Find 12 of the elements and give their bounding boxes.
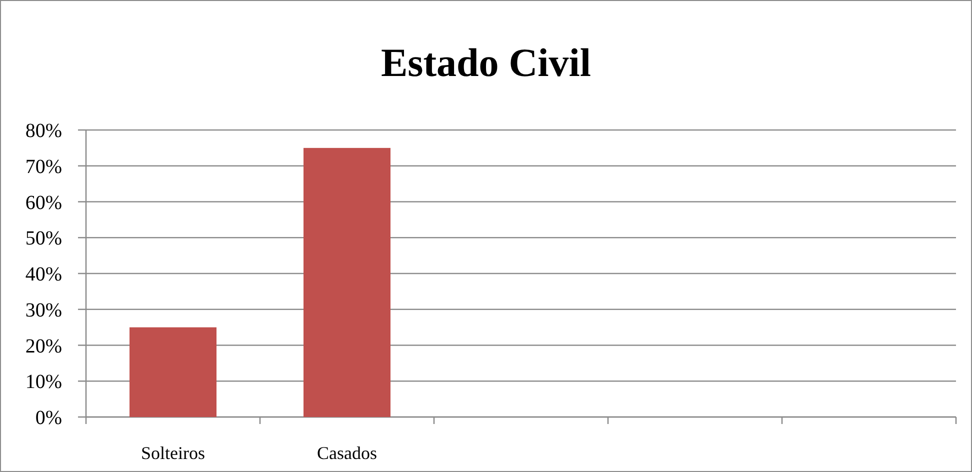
y-tick-label: 40% xyxy=(25,264,62,286)
chart-title: Estado Civil xyxy=(380,40,592,85)
y-tick-label: 0% xyxy=(35,407,62,429)
y-tick-label: 20% xyxy=(25,335,62,358)
y-tick-label: 80% xyxy=(25,120,62,142)
y-tick-label: 10% xyxy=(25,371,62,394)
x-tick-label: Casados xyxy=(317,443,377,463)
x-tick-label: Solteiros xyxy=(140,443,206,463)
y-tick-label: 50% xyxy=(25,228,62,250)
y-tick-label: 30% xyxy=(25,299,62,322)
y-tick-label: 60% xyxy=(25,192,62,214)
y-tick-label: 70% xyxy=(25,156,62,178)
